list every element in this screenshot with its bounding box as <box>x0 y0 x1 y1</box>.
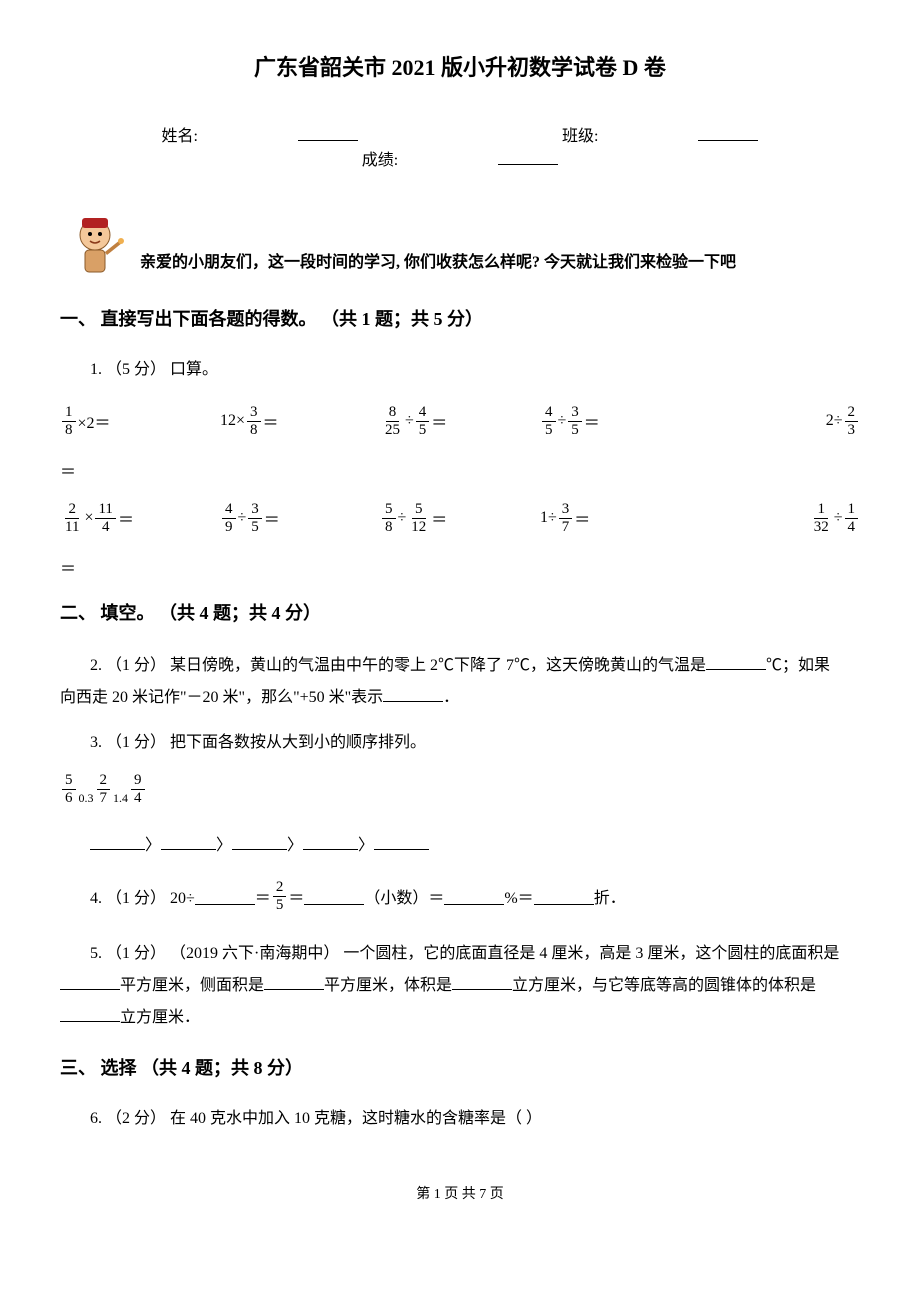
section-2-heading: 二、 填空。 （共 4 题；共 4 分） <box>60 599 860 625</box>
q2: 2. （1 分） 某日傍晚，黄山的气温由中午的零上 2℃下降了 7℃，这天傍晚黄… <box>90 650 860 714</box>
page-footer: 第 1 页 共 7 页 <box>60 1183 860 1203</box>
page: 广东省韶关市 2021 版小升初数学试卷 D 卷 姓名: 班级: 成绩: 亲爱的… <box>0 0 920 1302</box>
calc-r2c2: 49 ÷ 35 ＝ <box>220 502 380 535</box>
calc-r1c1: 18 ×2＝ <box>60 405 220 438</box>
calc-r2c4: 1÷ 37 ＝ <box>540 502 700 535</box>
q3-stem: 3. （1 分） 把下面各数按从大到小的顺序排列。 <box>90 729 860 758</box>
q6: 6. （2 分） 在 40 克水中加入 10 克糖，这时糖水的含糖率是（ ） <box>90 1105 860 1134</box>
q5: 5. （1 分） （2019 六下·南海期中） 一个圆柱，它的底面直径是 4 厘… <box>90 938 860 1034</box>
intro-text: 亲爱的小朋友们，这一段时间的学习, 你们收获怎么样呢? 今天就让我们来检验一下吧 <box>140 248 736 280</box>
q1-row1: 18 ×2＝ 12× 38 ＝ 825 ÷ 45 ＝ 45 ÷ 35 ＝ 2÷ … <box>60 405 860 438</box>
name-field: 姓名: <box>112 122 408 146</box>
calc-r2c5: 132 ÷ 14 <box>700 502 860 535</box>
calc-r1c2: 12× 38 ＝ <box>220 405 380 438</box>
intro-row: 亲爱的小朋友们，这一段时间的学习, 你们收获怎么样呢? 今天就让我们来检验一下吧 <box>60 210 860 280</box>
calc-r2c1: 211 × 114 ＝ <box>60 502 220 535</box>
calc-r1c4: 45 ÷ 35 ＝ <box>540 405 700 438</box>
exam-title: 广东省韶关市 2021 版小升初数学试卷 D 卷 <box>60 50 860 82</box>
calc-r1c3: 825 ÷ 45 ＝ <box>380 405 540 438</box>
q1-eq1: ＝ <box>60 458 860 482</box>
score-field: 成绩: <box>312 146 608 170</box>
q1-stem: 1. （5 分） 口算。 <box>90 356 860 385</box>
calc-r2c3: 58 ÷ 512 ＝ <box>380 502 540 535</box>
class-field: 班级: <box>512 122 808 146</box>
q1-row2: 211 × 114 ＝ 49 ÷ 35 ＝ 58 ÷ 512 ＝ 1÷ 37 ＝… <box>60 502 860 535</box>
student-info-row: 姓名: 班级: 成绩: <box>60 122 860 170</box>
q1-eq2: ＝ <box>60 555 860 579</box>
calc-r1c5: 2÷ 23 <box>700 405 860 438</box>
q3-numbers: 56 0.3 27 1.4 94 <box>60 773 860 806</box>
section-3-heading: 三、 选择 （共 4 题；共 8 分） <box>60 1054 860 1080</box>
mascot-icon <box>60 210 130 280</box>
q4: 4. （1 分） 20÷＝ 25 ＝ （小数）＝%＝折． <box>90 880 860 913</box>
section-1-heading: 一、 直接写出下面各题的得数。 （共 1 题；共 5 分） <box>60 305 860 331</box>
q3-order: 〉〉〉〉 <box>90 831 860 855</box>
